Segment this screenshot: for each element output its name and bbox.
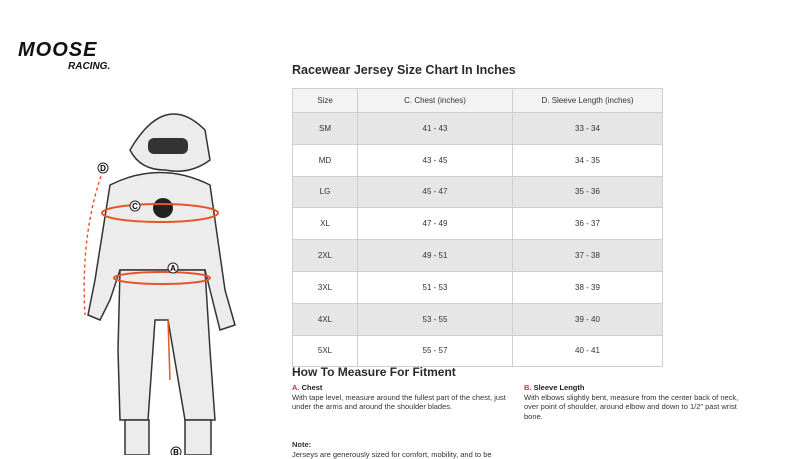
cell-size: MD	[292, 143, 358, 177]
cell-sleeve: 39 - 40	[512, 302, 663, 336]
cell-sleeve: 35 - 36	[512, 175, 663, 209]
goggles	[148, 138, 188, 154]
size-chart-table: Size C. Chest (inches) D. Sleeve Length …	[292, 88, 663, 368]
cell-size: 5XL	[292, 334, 358, 368]
cell-size: 2XL	[292, 239, 358, 272]
jersey	[87, 171, 236, 331]
table-row: 5XL 55 - 57 40 - 41	[292, 334, 663, 368]
chest-logo	[153, 198, 173, 218]
cell-size: XL	[292, 207, 358, 241]
chest-measure-line	[101, 203, 219, 223]
cell-sleeve: 37 - 38	[512, 239, 663, 272]
svg-text:MOOSE: MOOSE	[18, 39, 97, 61]
pants	[117, 269, 216, 421]
cell-chest: 47 - 49	[357, 207, 513, 241]
boot-left	[124, 419, 150, 455]
table-row: 3XL 51 - 53 38 - 39	[292, 270, 663, 304]
cell-chest: 45 - 47	[357, 175, 513, 209]
inseam-measure-line	[167, 319, 171, 381]
boot-right	[184, 419, 212, 455]
header-sleeve: D. Sleeve Length (inches)	[512, 88, 663, 113]
sleeve-text: With elbows slightly bent, measure from …	[524, 392, 739, 421]
cell-sleeve: 36 - 37	[512, 207, 663, 241]
marker-b: B	[173, 448, 179, 455]
table-row: 2XL 49 - 51 37 - 38	[292, 239, 663, 272]
sleeve-instructions: B. Sleeve Length With elbows slightly be…	[524, 383, 749, 421]
cell-sleeve: 38 - 39	[512, 270, 663, 304]
cell-size: LG	[292, 175, 358, 209]
cell-size: SM	[292, 112, 358, 145]
cell-size: 4XL	[292, 302, 358, 336]
moose-racing-logo: MOOSE RACING.	[18, 39, 110, 72]
chest-label: Chest	[301, 383, 323, 392]
table-row: SM 41 - 43 33 - 34	[292, 112, 663, 145]
table-row: XL 47 - 49 36 - 37	[292, 207, 663, 241]
chest-instructions: A. Chest With tape level, measure around…	[292, 383, 507, 412]
chest-text: With tape level, measure around the full…	[292, 392, 506, 412]
sleeve-letter: B.	[524, 383, 532, 392]
marker-c: C	[132, 202, 138, 211]
marker-a: A	[170, 264, 176, 273]
header-size: Size	[292, 88, 358, 113]
measure-heading: How To Measure For Fitment	[292, 365, 456, 379]
note-text: Jerseys are generously sized for comfort…	[292, 449, 492, 459]
note-label: Note:	[292, 440, 312, 449]
cell-sleeve: 34 - 35	[512, 143, 663, 177]
cell-chest: 55 - 57	[357, 334, 513, 368]
table-header-row: Size C. Chest (inches) D. Sleeve Length …	[292, 88, 663, 113]
marker-d: D	[100, 164, 106, 173]
waist-measure-line	[113, 271, 211, 285]
table-row: LG 45 - 47 35 - 36	[292, 175, 663, 209]
table-row: 4XL 53 - 55 39 - 40	[292, 302, 663, 336]
table-row: MD 43 - 45 34 - 35	[292, 143, 663, 177]
cell-chest: 43 - 45	[357, 143, 513, 177]
cell-chest: 53 - 55	[357, 302, 513, 336]
rider-illustration: D C A B	[83, 113, 236, 455]
sleeve-measure-line	[83, 164, 106, 316]
sleeve-label: Sleeve Length	[533, 383, 585, 392]
header-chest: C. Chest (inches)	[357, 88, 513, 113]
cell-chest: 41 - 43	[357, 112, 513, 145]
cell-chest: 51 - 53	[357, 270, 513, 304]
svg-text:RACING.: RACING.	[68, 61, 110, 72]
note: Note: Jerseys are generously sized for c…	[292, 440, 492, 459]
cell-size: 3XL	[292, 270, 358, 304]
chest-letter: A.	[292, 383, 300, 392]
cell-sleeve: 40 - 41	[512, 334, 663, 368]
cell-chest: 49 - 51	[357, 239, 513, 272]
cell-sleeve: 33 - 34	[512, 112, 663, 145]
size-chart-title: Racewear Jersey Size Chart In Inches	[292, 63, 516, 77]
